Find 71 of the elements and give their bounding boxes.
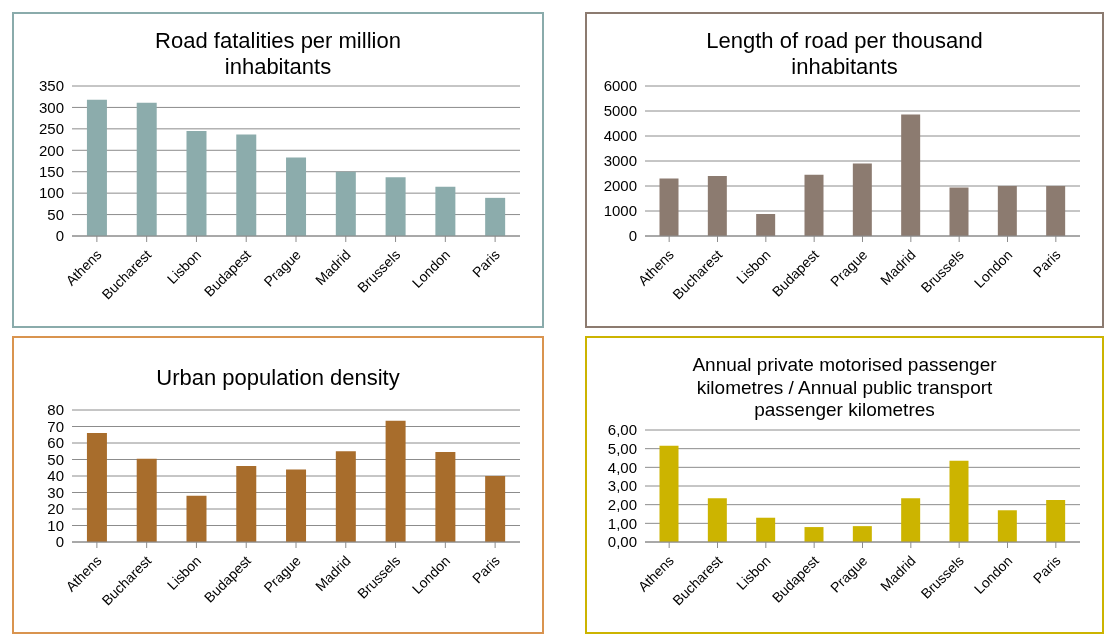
bar	[756, 214, 776, 236]
bar	[186, 495, 207, 542]
bar	[236, 134, 257, 236]
bar	[659, 445, 679, 542]
bar	[659, 178, 679, 236]
chart-title: Road fatalities per million inhabitants	[154, 27, 402, 81]
y-tick-label: 50	[47, 450, 64, 468]
y-tick-label: 50	[47, 205, 64, 223]
bar	[707, 176, 727, 236]
y-tick-label: 2,00	[607, 495, 637, 513]
y-tick-label: 30	[47, 483, 64, 501]
y-tick-label: 5000	[603, 102, 637, 120]
y-tick-label: 6,00	[607, 421, 637, 439]
y-tick-label: 20	[47, 500, 64, 518]
y-tick-label: 40	[47, 467, 64, 485]
bar	[1046, 186, 1066, 236]
bar	[997, 186, 1017, 236]
bar	[756, 517, 776, 542]
y-tick-label: 100	[38, 184, 64, 202]
bar	[707, 498, 727, 542]
bar	[335, 171, 356, 236]
bar	[949, 187, 969, 236]
y-tick-label: 0	[55, 227, 64, 245]
y-tick-label: 6000	[603, 77, 637, 95]
bar	[485, 197, 506, 236]
y-tick-label: 2000	[603, 177, 637, 195]
y-tick-label: 350	[38, 77, 64, 95]
y-tick-label: 200	[38, 141, 64, 159]
bar	[804, 527, 824, 542]
y-tick-label: 0	[628, 227, 637, 245]
bar	[435, 186, 456, 236]
bar	[901, 498, 921, 542]
bar	[136, 458, 157, 542]
y-tick-label: 3,00	[607, 477, 637, 495]
bar	[435, 452, 456, 542]
y-tick-label: 60	[47, 434, 64, 452]
y-tick-label: 4000	[603, 127, 637, 145]
bar	[136, 102, 157, 236]
bar	[804, 174, 824, 236]
chart-title: Annual private motorised passenger kilometres / Annual public transport passenger kilometres	[691, 353, 998, 423]
bar	[86, 433, 107, 542]
bar	[852, 526, 872, 542]
bar	[236, 466, 257, 542]
bar	[286, 157, 307, 236]
bar	[1046, 500, 1066, 542]
y-tick-label: 1000	[603, 202, 637, 220]
bar	[949, 460, 969, 542]
chart-title: Urban population density	[155, 364, 401, 392]
bar	[286, 469, 307, 542]
chart-title: Length of road per thousand inhabitants	[705, 27, 984, 81]
y-tick-label: 4,00	[607, 458, 637, 476]
y-tick-label: 70	[47, 417, 64, 435]
bar	[186, 131, 207, 236]
y-tick-label: 0,00	[607, 533, 637, 551]
y-tick-label: 0	[55, 533, 64, 551]
bar	[997, 510, 1017, 542]
y-tick-label: 80	[47, 401, 64, 419]
bar	[335, 451, 356, 542]
bar	[852, 163, 872, 236]
bar	[385, 420, 406, 542]
y-tick-label: 300	[38, 98, 64, 116]
y-tick-label: 250	[38, 120, 64, 138]
y-tick-label: 1,00	[607, 514, 637, 532]
bar	[86, 99, 107, 236]
y-tick-label: 3000	[603, 152, 637, 170]
y-tick-label: 150	[38, 163, 64, 181]
y-tick-label: 10	[47, 516, 64, 534]
bar	[485, 476, 506, 542]
bar	[385, 177, 406, 236]
bar	[901, 114, 921, 236]
y-tick-label: 5,00	[607, 439, 637, 457]
